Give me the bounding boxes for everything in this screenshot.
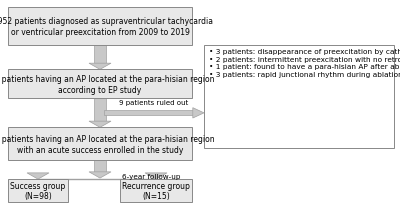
Polygon shape <box>193 108 204 118</box>
Bar <box>94 45 106 64</box>
FancyBboxPatch shape <box>8 179 68 202</box>
Polygon shape <box>27 173 49 179</box>
Text: 113 patients having an AP located at the para-hisian region
with an acute succes: 113 patients having an AP located at the… <box>0 135 215 154</box>
FancyBboxPatch shape <box>120 179 192 202</box>
Text: Success group
(N=98): Success group (N=98) <box>10 181 66 200</box>
FancyBboxPatch shape <box>204 45 394 148</box>
Text: 122 patients having an AP located at the para-hisian region
according to EP stud: 122 patients having an AP located at the… <box>0 75 215 94</box>
Polygon shape <box>89 122 111 128</box>
Bar <box>94 99 106 122</box>
Text: 9 patients ruled out: 9 patients ruled out <box>119 99 189 105</box>
FancyBboxPatch shape <box>8 8 192 45</box>
Polygon shape <box>89 64 111 70</box>
Bar <box>94 161 106 172</box>
FancyBboxPatch shape <box>8 128 192 161</box>
FancyBboxPatch shape <box>8 70 192 99</box>
Text: 6-year follow-up: 6-year follow-up <box>122 173 180 179</box>
Polygon shape <box>89 172 111 178</box>
Text: • 3 patients: disappearance of preexcitation by catheter compression and narrow : • 3 patients: disappearance of preexcita… <box>209 49 400 77</box>
Text: Recurrence group
(N=15): Recurrence group (N=15) <box>122 181 190 200</box>
Polygon shape <box>145 173 167 179</box>
Text: 13952 patients diagnosed as supraventricular tachycardia
or ventricular preexcit: 13952 patients diagnosed as supraventric… <box>0 17 212 36</box>
Bar <box>104 111 193 116</box>
